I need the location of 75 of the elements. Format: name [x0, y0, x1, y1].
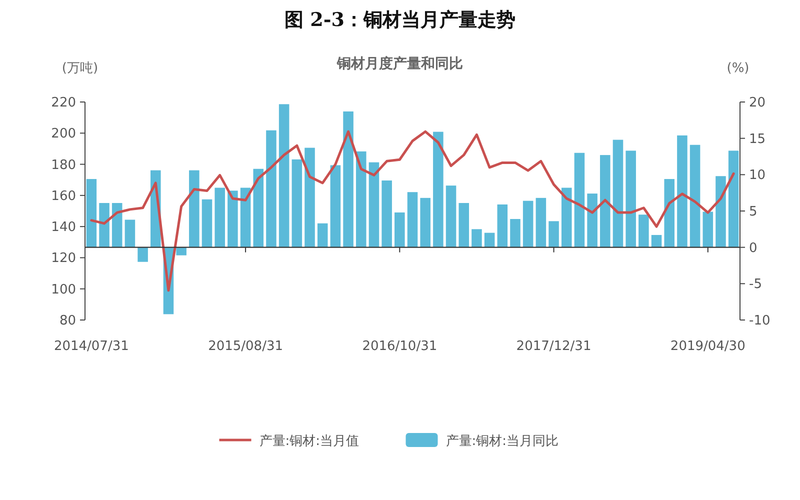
bar: [292, 159, 302, 248]
y-tick-label: 200: [51, 126, 76, 142]
bar: [278, 104, 290, 248]
subtitle: 铜材月度产量和同比: [337, 56, 463, 72]
bar: [317, 223, 328, 248]
bar: [612, 140, 624, 248]
x-tick-label: 2019/04/30: [670, 339, 746, 354]
bar: [716, 176, 726, 248]
bar: [561, 188, 572, 248]
bar: [356, 151, 366, 248]
bar: [433, 132, 444, 248]
bar: [497, 204, 508, 248]
bar: [189, 170, 200, 248]
y-tick-label: 180: [51, 158, 76, 173]
y-tick-label: 220: [51, 96, 76, 110]
x-tick-label: 2016/10/31: [362, 339, 438, 354]
bar: [446, 186, 456, 248]
bar: [202, 199, 212, 248]
y-tick-label: 160: [51, 188, 76, 204]
y2-tick-label: -5: [749, 277, 762, 292]
y2-tick-label: 0: [749, 240, 758, 256]
bar: [472, 229, 482, 248]
bar: [587, 194, 598, 248]
title: 图 2-3：铜材当月产量走势: [284, 9, 516, 31]
bar: [522, 200, 534, 248]
bar: [86, 179, 97, 248]
y2-tick-label: 15: [749, 132, 766, 147]
bar: [484, 232, 495, 248]
bar: [510, 218, 520, 248]
bar: [536, 198, 546, 248]
y2-tick-label: 10: [749, 168, 766, 184]
x-tick-label: 2017/12/31: [516, 339, 592, 354]
y-tick-label: 140: [51, 220, 76, 236]
bar: [664, 179, 674, 248]
bar: [626, 150, 636, 248]
bar: [368, 162, 380, 248]
bar: [266, 130, 276, 248]
y2-tick-label: -10: [749, 314, 770, 328]
bar: [600, 155, 610, 248]
bar: [651, 234, 662, 248]
y-tick-label: 100: [51, 282, 76, 298]
y2label: (%): [726, 61, 750, 76]
bar: [176, 247, 186, 256]
y2-tick-label: 20: [749, 96, 766, 110]
bar: [702, 212, 714, 248]
bar: [214, 188, 225, 248]
bar: [99, 203, 110, 248]
bar: [394, 212, 405, 248]
bar: [548, 221, 559, 248]
y2-tick-label: 5: [749, 204, 758, 220]
bar: [677, 135, 688, 248]
bar: [253, 168, 264, 248]
bar: [382, 180, 392, 248]
line-series: [90, 130, 735, 292]
bar: [638, 214, 649, 248]
bar: [407, 192, 418, 248]
bar: [420, 198, 430, 248]
bar: [304, 148, 315, 248]
bar: [458, 203, 470, 248]
legend-label: 产量:铜材:当月同比: [446, 434, 559, 449]
bar: [138, 247, 148, 262]
bar: [228, 190, 238, 248]
bar: [240, 188, 251, 248]
ylabel: (万吨): [62, 61, 98, 76]
y-tick-label: 120: [51, 251, 76, 266]
bar: [343, 111, 354, 248]
x-tick-label: 2014/07/31: [54, 339, 129, 354]
bar: [330, 165, 341, 248]
x-tick-label: 2015/08/31: [208, 339, 284, 354]
y-tick-label: 80: [59, 314, 76, 328]
bar: [574, 152, 585, 248]
bar: [728, 150, 739, 248]
bar: [690, 144, 700, 248]
legend-label: 产量:铜材:当月值: [259, 434, 360, 449]
bar: [124, 220, 136, 248]
